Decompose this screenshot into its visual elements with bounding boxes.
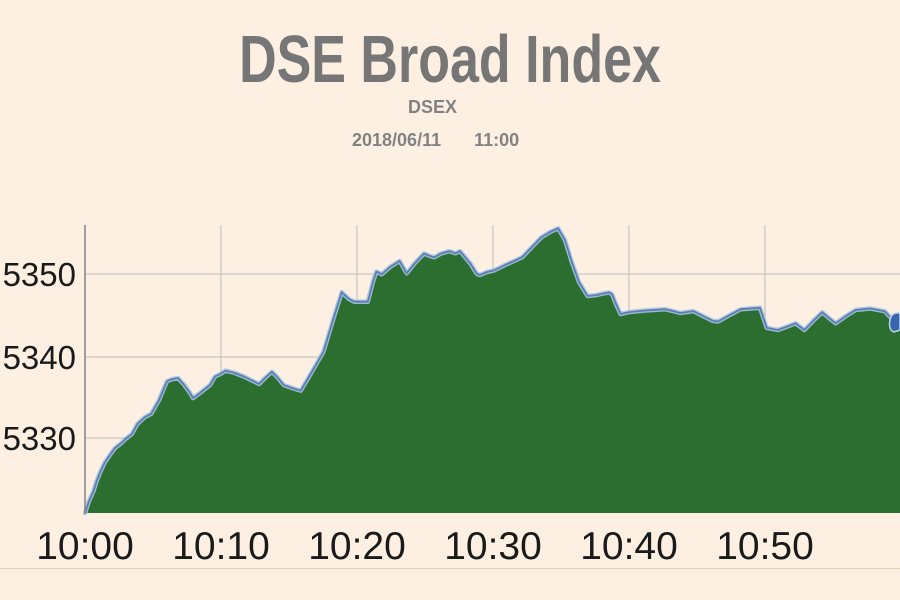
svg-text:10:40: 10:40 xyxy=(580,525,678,568)
svg-text:10:00: 10:00 xyxy=(36,525,134,568)
svg-text:5340: 5340 xyxy=(3,339,76,376)
svg-text:10:50: 10:50 xyxy=(716,525,814,568)
svg-text:10:20: 10:20 xyxy=(308,525,406,568)
svg-text:5330: 5330 xyxy=(3,420,76,457)
svg-text:10:10: 10:10 xyxy=(172,525,270,568)
svg-text:5350: 5350 xyxy=(3,256,76,293)
svg-text:10:30: 10:30 xyxy=(444,525,542,568)
